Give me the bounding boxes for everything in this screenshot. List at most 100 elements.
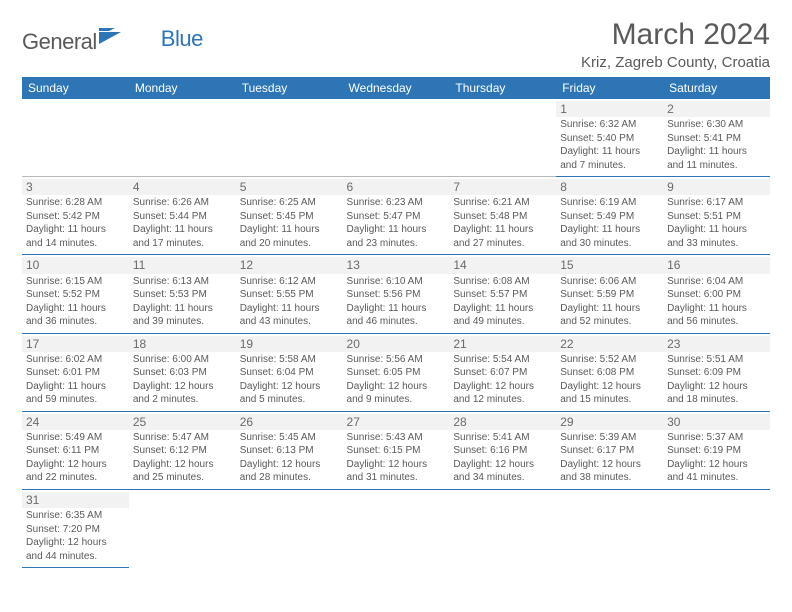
calendar-header-row: SundayMondayTuesdayWednesdayThursdayFrid… — [22, 77, 770, 99]
logo-text-blue: Blue — [161, 26, 203, 52]
sunrise-text: Sunrise: 5:56 AM — [347, 353, 446, 367]
sunset-text: Sunset: 6:01 PM — [26, 366, 125, 380]
sunrise-text: Sunrise: 5:45 AM — [240, 431, 339, 445]
logo-text-general: General — [22, 29, 97, 55]
calendar-cell: 18Sunrise: 6:00 AMSunset: 6:03 PMDayligh… — [129, 333, 236, 411]
day-number: 24 — [22, 414, 129, 430]
day-number: 6 — [343, 179, 450, 195]
daylight-text: Daylight: 11 hours and 39 minutes. — [133, 302, 232, 329]
sunset-text: Sunset: 5:41 PM — [667, 132, 766, 146]
weekday-header: Monday — [129, 77, 236, 99]
day-number: 10 — [22, 257, 129, 273]
sunset-text: Sunset: 6:05 PM — [347, 366, 446, 380]
calendar-cell: 16Sunrise: 6:04 AMSunset: 6:00 PMDayligh… — [663, 255, 770, 333]
day-number: 27 — [343, 414, 450, 430]
calendar-cell: 20Sunrise: 5:56 AMSunset: 6:05 PMDayligh… — [343, 333, 450, 411]
day-number: 11 — [129, 257, 236, 273]
weekday-header: Saturday — [663, 77, 770, 99]
day-number: 2 — [663, 101, 770, 117]
sunset-text: Sunset: 6:03 PM — [133, 366, 232, 380]
day-number: 17 — [22, 336, 129, 352]
calendar-cell: 24Sunrise: 5:49 AMSunset: 6:11 PMDayligh… — [22, 411, 129, 489]
day-number: 21 — [449, 336, 556, 352]
daylight-text: Daylight: 12 hours and 12 minutes. — [453, 380, 552, 407]
sunset-text: Sunset: 6:09 PM — [667, 366, 766, 380]
sunrise-text: Sunrise: 6:23 AM — [347, 196, 446, 210]
sunrise-text: Sunrise: 6:19 AM — [560, 196, 659, 210]
sunrise-text: Sunrise: 6:12 AM — [240, 275, 339, 289]
sunrise-text: Sunrise: 6:06 AM — [560, 275, 659, 289]
daylight-text: Daylight: 12 hours and 44 minutes. — [26, 536, 125, 563]
sunset-text: Sunset: 5:45 PM — [240, 210, 339, 224]
calendar-cell: 11 Sunrise: 6:13 AMSunset: 5:53 PMDayligh… — [129, 255, 236, 333]
day-number: 14 — [449, 257, 556, 273]
day-number: 15 — [556, 257, 663, 273]
sunset-text: Sunset: 5:56 PM — [347, 288, 446, 302]
weekday-header: Thursday — [449, 77, 556, 99]
sunset-text: Sunset: 5:53 PM — [133, 288, 232, 302]
sunset-text: Sunset: 6:16 PM — [453, 444, 552, 458]
calendar-cell: 22Sunrise: 5:52 AMSunset: 6:08 PMDayligh… — [556, 333, 663, 411]
calendar-cell: 30Sunrise: 5:37 AMSunset: 6:19 PMDayligh… — [663, 411, 770, 489]
sunset-text: Sunset: 5:42 PM — [26, 210, 125, 224]
daylight-text: Daylight: 12 hours and 25 minutes. — [133, 458, 232, 485]
sunrise-text: Sunrise: 6:13 AM — [133, 275, 232, 289]
location: Kriz, Zagreb County, Croatia — [581, 54, 770, 71]
sunset-text: Sunset: 5:51 PM — [667, 210, 766, 224]
daylight-text: Daylight: 12 hours and 9 minutes. — [347, 380, 446, 407]
sunrise-text: Sunrise: 6:21 AM — [453, 196, 552, 210]
calendar-table: SundayMondayTuesdayWednesdayThursdayFrid… — [22, 77, 770, 568]
daylight-text: Daylight: 12 hours and 2 minutes. — [133, 380, 232, 407]
daylight-text: Daylight: 11 hours and 49 minutes. — [453, 302, 552, 329]
sunset-text: Sunset: 6:11 PM — [26, 444, 125, 458]
sunrise-text: Sunrise: 5:47 AM — [133, 431, 232, 445]
logo-flag-icon — [99, 28, 123, 49]
calendar-cell: 29Sunrise: 5:39 AMSunset: 6:17 PMDayligh… — [556, 411, 663, 489]
day-number: 18 — [129, 336, 236, 352]
daylight-text: Daylight: 11 hours and 27 minutes. — [453, 223, 552, 250]
daylight-text: Daylight: 11 hours and 43 minutes. — [240, 302, 339, 329]
sunrise-text: Sunrise: 6:04 AM — [667, 275, 766, 289]
calendar-cell — [449, 489, 556, 567]
weekday-header: Wednesday — [343, 77, 450, 99]
daylight-text: Daylight: 11 hours and 59 minutes. — [26, 380, 125, 407]
daylight-text: Daylight: 12 hours and 31 minutes. — [347, 458, 446, 485]
sunrise-text: Sunrise: 6:25 AM — [240, 196, 339, 210]
sunrise-text: Sunrise: 5:49 AM — [26, 431, 125, 445]
day-number: 28 — [449, 414, 556, 430]
sunset-text: Sunset: 5:57 PM — [453, 288, 552, 302]
daylight-text: Daylight: 11 hours and 30 minutes. — [560, 223, 659, 250]
sunrise-text: Sunrise: 6:00 AM — [133, 353, 232, 367]
sunset-text: Sunset: 5:55 PM — [240, 288, 339, 302]
calendar-cell: 3Sunrise: 6:28 AMSunset: 5:42 PMDaylight… — [22, 177, 129, 255]
sunset-text: Sunset: 6:04 PM — [240, 366, 339, 380]
sunrise-text: Sunrise: 5:41 AM — [453, 431, 552, 445]
sunrise-text: Sunrise: 6:02 AM — [26, 353, 125, 367]
sunrise-text: Sunrise: 6:26 AM — [133, 196, 232, 210]
sunrise-text: Sunrise: 6:15 AM — [26, 275, 125, 289]
day-number: 13 — [343, 257, 450, 273]
calendar-cell: 31Sunrise: 6:35 AMSunset: 7:20 PMDayligh… — [22, 489, 129, 567]
calendar-cell: 13Sunrise: 6:10 AMSunset: 5:56 PMDayligh… — [343, 255, 450, 333]
weekday-header: Tuesday — [236, 77, 343, 99]
daylight-text: Daylight: 12 hours and 18 minutes. — [667, 380, 766, 407]
calendar-cell: 5Sunrise: 6:25 AMSunset: 5:45 PMDaylight… — [236, 177, 343, 255]
sunrise-text: Sunrise: 6:30 AM — [667, 118, 766, 132]
daylight-text: Daylight: 11 hours and 14 minutes. — [26, 223, 125, 250]
day-number: 25 — [129, 414, 236, 430]
calendar-cell: 10Sunrise: 6:15 AMSunset: 5:52 PMDayligh… — [22, 255, 129, 333]
sunset-text: Sunset: 5:40 PM — [560, 132, 659, 146]
calendar-cell: 2Sunrise: 6:30 AMSunset: 5:41 PMDaylight… — [663, 99, 770, 177]
sunset-text: Sunset: 6:08 PM — [560, 366, 659, 380]
calendar-cell — [236, 99, 343, 177]
header: General Blue March 2024 Kriz, Zagreb Cou… — [22, 18, 770, 71]
sunset-text: Sunset: 6:19 PM — [667, 444, 766, 458]
day-number: 19 — [236, 336, 343, 352]
calendar-cell: 15Sunrise: 6:06 AMSunset: 5:59 PMDayligh… — [556, 255, 663, 333]
daylight-text: Daylight: 11 hours and 7 minutes. — [560, 145, 659, 172]
calendar-cell: 1Sunrise: 6:32 AMSunset: 5:40 PMDaylight… — [556, 99, 663, 177]
calendar-cell: 23Sunrise: 5:51 AMSunset: 6:09 PMDayligh… — [663, 333, 770, 411]
calendar-cell — [236, 489, 343, 567]
calendar-cell: 4Sunrise: 6:26 AMSunset: 5:44 PMDaylight… — [129, 177, 236, 255]
sunset-text: Sunset: 6:07 PM — [453, 366, 552, 380]
